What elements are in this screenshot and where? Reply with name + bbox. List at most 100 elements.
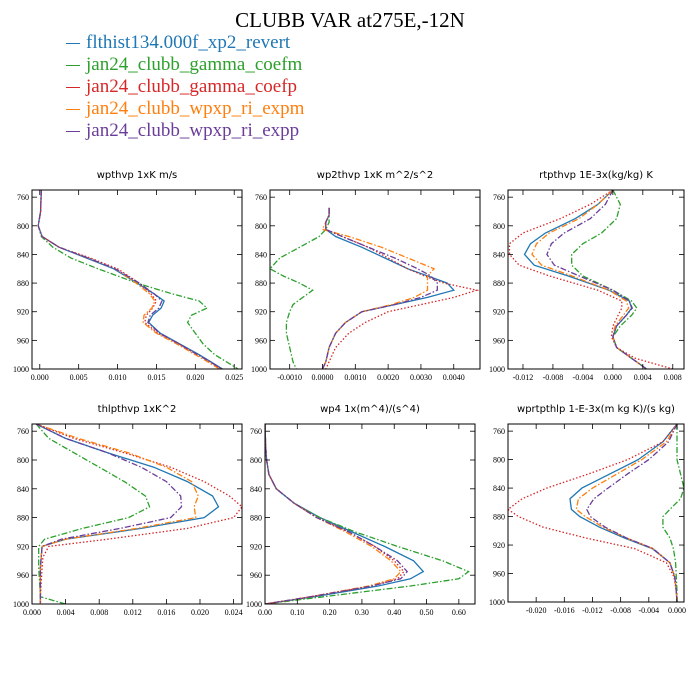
chart-4-frame xyxy=(264,423,476,605)
chart-1-series-2 xyxy=(325,207,480,369)
chart-3-ytick-label-6: 1000 xyxy=(13,600,29,609)
chart-1-xtick-label-5: 0.0040 xyxy=(443,373,465,382)
chart-3-frame xyxy=(31,423,243,605)
chart-3-series-0 xyxy=(35,424,220,604)
chart-3-series-1 xyxy=(35,424,151,604)
chart-4-ytick-label-6: 1000 xyxy=(246,600,262,609)
chart-5-series-1 xyxy=(662,424,684,602)
chart-5-series-3 xyxy=(575,424,678,602)
chart-5-xtick-label-2: -0.012 xyxy=(582,606,603,615)
chart-3-ytick-label-2: 840 xyxy=(17,485,29,494)
legend-swatch-3 xyxy=(66,108,80,110)
chart-4: wp4 1x(m^4)/(s^4) 0.00 0.10 0.20 0.30 0.40 0.5… xyxy=(246,404,476,617)
chart-2-title: rtpthvp 1E-3x(kg/kg) K xyxy=(539,170,653,181)
chart-3-ytick-label-3: 880 xyxy=(17,514,29,523)
chart-5-series-0 xyxy=(569,424,678,602)
chart-3-xtick-label-3: 0.012 xyxy=(124,608,142,617)
chart-1-series-1 xyxy=(270,207,330,369)
chart-2-ytick-label-4: 920 xyxy=(493,308,505,317)
chart-0-series-3 xyxy=(37,190,220,369)
chart-0-xtick-label-0: 0.000 xyxy=(31,373,49,382)
chart-4-xtick-label-1: 0.10 xyxy=(290,608,304,617)
chart-5-ytick-label-0: 760 xyxy=(493,427,505,436)
chart-4-series-2 xyxy=(265,424,405,604)
chart-1-title: wp2thvp 1xK m^2/s^2 xyxy=(317,170,433,181)
chart-2-series-0 xyxy=(523,190,647,369)
chart-5: wprtpthlp 1-E-3x(m kg K)/(s kg) -0.020 -0.… xyxy=(489,404,686,615)
chart-3-series-4 xyxy=(35,424,183,604)
chart-3-xtick-label-2: 0.008 xyxy=(90,608,108,617)
chart-4-ytick-label-3: 880 xyxy=(250,514,262,523)
legend: flthist134.000f_xp2_revert jan24_clubb_g… xyxy=(66,32,304,142)
chart-4-ytick-label-2: 840 xyxy=(250,485,262,494)
chart-4-title: wp4 1x(m^4)/(s^4) xyxy=(320,404,420,415)
chart-2-ytick-label-2: 840 xyxy=(493,250,505,259)
chart-3-xtick-label-0: 0.000 xyxy=(23,608,41,617)
chart-5-ytick-label-3: 880 xyxy=(493,513,505,522)
chart-2-xtick-label-1: -0.008 xyxy=(543,373,564,382)
chart-4-ytick-label-4: 920 xyxy=(250,542,262,551)
chart-1-ytick-label-0: 760 xyxy=(255,193,267,202)
chart-1-ytick-label-6: 1000 xyxy=(251,365,267,374)
legend-label-0: flthist134.000f_xp2_revert xyxy=(86,32,291,53)
chart-0-frame xyxy=(31,189,243,370)
chart-3-xtick-label-4: 0.016 xyxy=(157,608,175,617)
chart-5-title: wprtpthlp 1-E-3x(m kg K)/(s kg) xyxy=(517,404,675,415)
chart-4-series-0 xyxy=(265,424,425,604)
chart-4-xtick-label-0: 0.00 xyxy=(258,608,272,617)
chart-2-series-3 xyxy=(531,190,647,369)
chart-0: wpthvp 1xK m/s 0.000 0.005 0.010 0.015 0.020 0… xyxy=(13,170,243,382)
legend-label-1: jan24_clubb_gamma_coefm xyxy=(86,54,303,75)
chart-5-xtick-label-5: 0.000 xyxy=(668,606,686,615)
chart-3-ytick-label-1: 800 xyxy=(17,456,29,465)
chart-2-xtick-label-2: -0.004 xyxy=(573,373,594,382)
chart-3: thlpthvp 1xK^2 0.000 0.004 0.008 0.012 0.016 0… xyxy=(13,404,243,617)
chart-5-xtick-label-1: -0.016 xyxy=(554,606,575,615)
chart-4-series-3 xyxy=(265,424,402,604)
chart-0-series-2 xyxy=(37,190,222,369)
chart-3-ytick-label-4: 920 xyxy=(17,542,29,551)
chart-1-frame xyxy=(269,189,481,370)
chart-5-ytick-label-6: 1000 xyxy=(489,598,505,607)
chart-5-ytick-label-1: 800 xyxy=(493,456,505,465)
chart-4-series-1 xyxy=(265,424,470,604)
chart-3-xtick-label-6: 0.024 xyxy=(225,608,243,617)
chart-2-xtick-label-3: 0.000 xyxy=(604,373,622,382)
legend-swatch-1 xyxy=(66,64,80,66)
chart-2-ytick-label-0: 760 xyxy=(493,193,505,202)
chart-2-series-2 xyxy=(508,190,673,369)
chart-1-xtick-label-4: 0.0030 xyxy=(410,373,432,382)
chart-3-ytick-label-5: 960 xyxy=(17,571,29,580)
chart-5-series-2 xyxy=(508,424,678,602)
chart-0-ytick-label-5: 960 xyxy=(17,336,29,345)
legend-label-4: jan24_clubb_wpxp_ri_expp xyxy=(86,120,300,141)
legend-item-0: flthist134.000f_xp2_revert xyxy=(66,32,304,54)
chart-2-ytick-label-3: 880 xyxy=(493,279,505,288)
chart-3-series-3 xyxy=(35,424,200,604)
chart-5-frame xyxy=(507,423,685,603)
legend-swatch-0 xyxy=(66,42,80,44)
legend-swatch-2 xyxy=(66,86,80,88)
chart-2-series-4 xyxy=(546,190,647,369)
chart-4-ytick-label-1: 800 xyxy=(250,456,262,465)
chart-2: rtpthvp 1E-3x(kg/kg) K -0.012 -0.008 -0.004… xyxy=(489,170,685,382)
chart-1-series-3 xyxy=(321,207,436,369)
chart-2-frame xyxy=(507,189,685,370)
chart-3-ytick-label-0: 760 xyxy=(17,427,29,436)
chart-0-series-1 xyxy=(37,190,239,369)
chart-4-xtick-label-6: 0.60 xyxy=(452,608,466,617)
chart-0-xtick-label-2: 0.010 xyxy=(109,373,127,382)
legend-item-4: jan24_clubb_wpxp_ri_expp xyxy=(66,120,304,142)
chart-0-xtick-label-4: 0.020 xyxy=(186,373,204,382)
chart-0-xtick-label-1: 0.005 xyxy=(70,373,88,382)
chart-4-xtick-label-4: 0.40 xyxy=(387,608,401,617)
chart-4-ytick-label-5: 960 xyxy=(250,571,262,580)
chart-2-ytick-label-5: 960 xyxy=(493,336,505,345)
chart-1-ytick-label-1: 800 xyxy=(255,222,267,231)
chart-0-ytick-label-6: 1000 xyxy=(13,365,29,374)
chart-0-xtick-label-5: 0.025 xyxy=(225,373,243,382)
figure-title: CLUBB VAR at275E,-12N xyxy=(235,8,465,32)
chart-0-ytick-label-3: 880 xyxy=(17,279,29,288)
chart-0-xtick-label-3: 0.015 xyxy=(147,373,165,382)
chart-1-xtick-label-0: -0.0010 xyxy=(277,373,302,382)
